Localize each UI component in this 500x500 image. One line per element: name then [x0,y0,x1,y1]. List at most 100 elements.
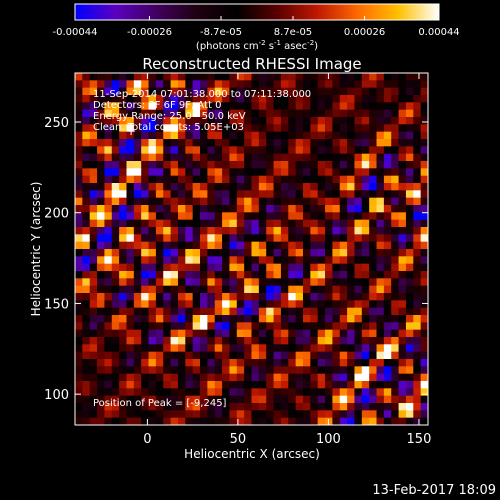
heatmap-cell [420,197,428,206]
heatmap-cell [302,109,311,118]
heatmap-cell [170,153,179,162]
heatmap-cell [420,315,428,323]
x-axis-label: Heliocentric X (arcsec) [184,447,320,461]
heatmap-cell [332,285,341,294]
heatmap-cell [236,205,245,213]
heatmap-cell [111,329,120,338]
heatmap-cell [354,300,363,309]
heatmap-cell [119,212,128,221]
heatmap-cell [325,395,333,404]
heatmap-cell [185,168,194,177]
heatmap-cell [207,263,216,272]
heatmap-cell [141,109,150,118]
heatmap-cell [141,80,150,89]
heatmap-cell [89,307,98,316]
heatmap-cell [163,322,172,331]
heatmap-cell [273,373,282,382]
heatmap-cell [200,212,208,221]
heatmap-cell [317,271,326,279]
heatmap-cell [339,153,348,162]
heatmap-cell [302,117,311,125]
heatmap-cell [310,73,319,81]
heatmap-cell [288,175,297,184]
heatmap-cell [376,175,385,184]
heatmap-cell [332,80,341,89]
heatmap-cell [280,249,289,257]
heatmap-cell [405,117,414,125]
heatmap-cell [148,175,157,184]
heatmap-cell [405,73,414,81]
heatmap-cell [339,403,348,411]
heatmap-cell [89,381,98,389]
heatmap-cell [354,373,363,382]
heatmap-cell [339,410,348,419]
heatmap-cell [104,197,113,206]
heatmap-cell [141,227,150,235]
heatmap-cell [214,183,223,191]
heatmap-cell [413,219,422,228]
heatmap-cell [302,256,311,265]
heatmap-cell [104,109,113,118]
heatmap-cell [347,117,356,125]
heatmap-cell [97,359,106,367]
heatmap-cell [354,73,363,81]
heatmap-cell [266,344,275,353]
heatmap-cell [354,183,363,191]
heatmap-cell [170,205,179,213]
heatmap-cell [111,219,120,228]
heatmap-cell [288,395,297,404]
heatmap-cell [347,256,356,265]
heatmap-cell [251,80,260,89]
heatmap-cell [413,95,422,103]
heatmap-cell [82,249,91,257]
heatmap-cell [280,73,289,81]
heatmap-cell [391,205,400,213]
heatmap-cell [339,117,348,125]
heatmap-cell [354,234,363,243]
heatmap-cell [332,168,341,177]
heatmap-cell [280,109,289,118]
heatmap-cell [185,293,194,301]
heatmap-cell [200,410,208,419]
heatmap-cell [332,315,341,323]
heatmap-cell [376,417,385,425]
heatmap-cell [295,381,304,389]
heatmap-cell [376,263,385,272]
heatmap-cell [170,278,179,287]
heatmap-cell [391,117,400,125]
heatmap-cell [207,351,216,360]
heatmap-cell [405,351,414,360]
heatmap-cell [192,381,201,389]
heatmap-cell [325,124,333,133]
heatmap-cell [325,249,333,257]
heatmap-cell [229,80,238,89]
heatmap-cell [244,373,253,382]
heatmap-cell [354,95,363,103]
heatmap-cell [310,109,319,118]
heatmap-cell [347,241,356,250]
heatmap-cell [148,212,157,221]
heatmap-cell [177,271,186,279]
heatmap-cell [214,381,223,389]
heatmap-cell [420,351,428,360]
heatmap-cell [413,285,422,294]
heatmap-cell [236,87,245,96]
heatmap-cell [111,351,120,360]
heatmap-cell [251,249,260,257]
heatmap-cell [192,146,201,155]
heatmap-cell [258,102,267,111]
heatmap-cell [82,95,91,103]
heatmap-cell [155,161,164,169]
heatmap-cell [325,234,333,243]
heatmap-cell [251,95,260,103]
heatmap-cell [192,139,201,147]
heatmap-cell [177,117,186,125]
heatmap-cell [75,249,83,257]
heatmap-cell [214,300,223,309]
heatmap-cell [82,300,91,309]
heatmap-cell [405,344,414,353]
heatmap-cell [347,212,356,221]
heatmap-cell [258,285,267,294]
heatmap-cell [207,183,216,191]
heatmap-cell [325,205,333,213]
